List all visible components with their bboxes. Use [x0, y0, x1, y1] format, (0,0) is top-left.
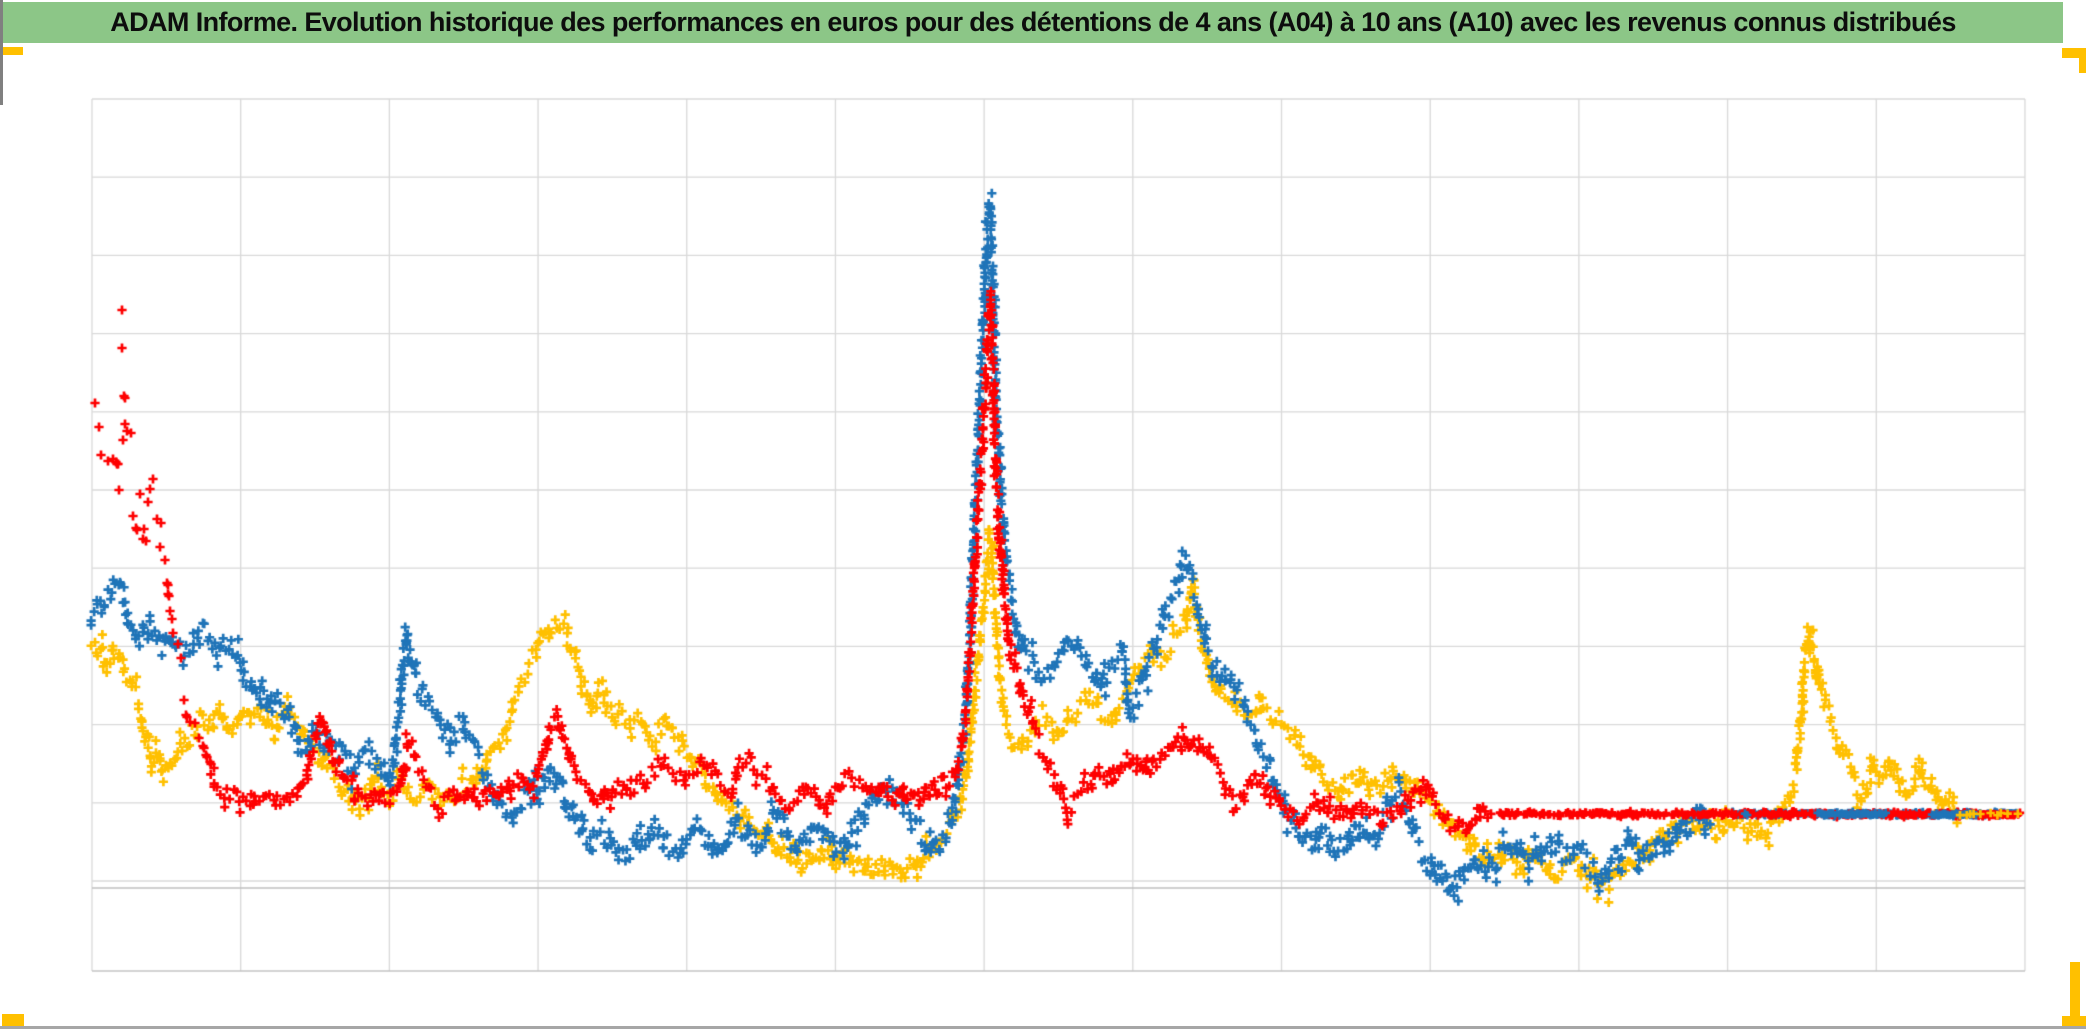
title-bar: ADAM Informe. Evolution historique des p…: [3, 2, 2063, 43]
bottom-grey-bar: [0, 1026, 2086, 1029]
yellow-accent-bottom-right: [2062, 1016, 2086, 1026]
yellow-accent-bottom-right-vertical: [2070, 962, 2080, 1019]
page-title: ADAM Informe. Evolution historique des p…: [110, 7, 1956, 37]
yellow-accent-bottom-left: [2, 1014, 24, 1026]
performance-scatter-chart: [0, 44, 2086, 1026]
chart-area: [0, 44, 2086, 1026]
